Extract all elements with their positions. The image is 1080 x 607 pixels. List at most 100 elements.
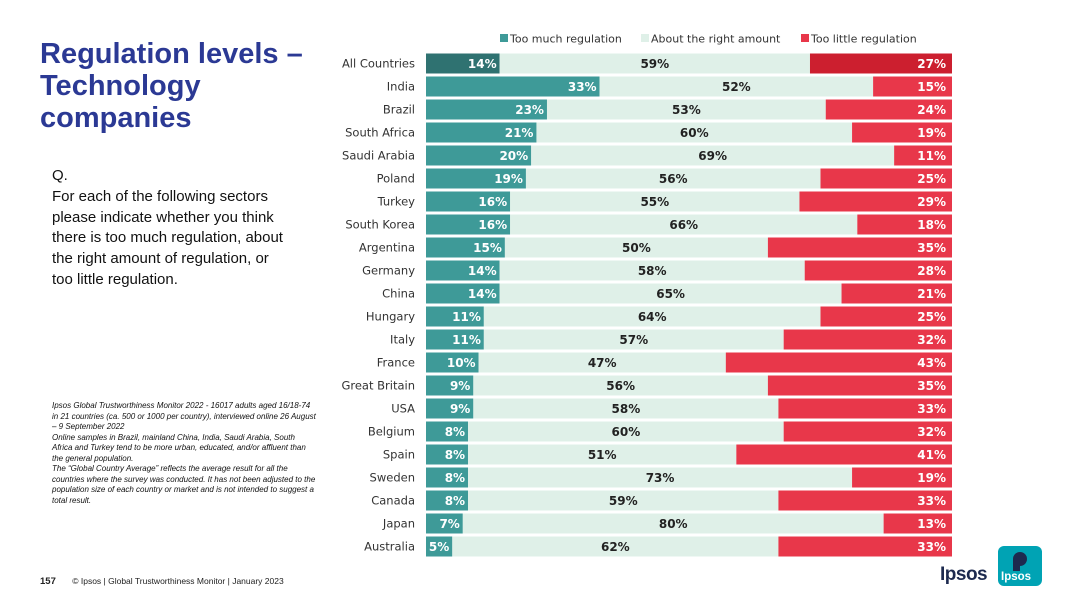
value-label-too-little-saudi-arabia: 11%: [917, 149, 946, 163]
category-label-saudi-arabia: Saudi Arabia: [342, 149, 415, 163]
bar-too-little-australia: [778, 536, 952, 557]
value-label-too-much-great-britain: 9%: [450, 379, 470, 393]
category-label-belgium: Belgium: [368, 425, 415, 439]
bar-about-right-argentina: [504, 237, 768, 258]
question-text: For each of the following sectors please…: [52, 187, 283, 288]
legend-label-too-little: Too little regulation: [810, 33, 917, 46]
value-label-about-right-germany: 58%: [638, 264, 667, 278]
bar-too-much-saudi-arabia: [426, 145, 532, 166]
bar-too-little-great-britain: [767, 375, 952, 396]
category-label-hungary: Hungary: [366, 310, 415, 324]
bar-too-little-china: [841, 283, 952, 304]
value-label-too-little-great-britain: 35%: [917, 379, 946, 393]
bar-about-right-hungary: [483, 306, 821, 327]
bar-too-much-canada: [426, 490, 469, 511]
value-label-about-right-great-britain: 56%: [606, 379, 635, 393]
value-label-too-much-france: 10%: [447, 356, 476, 370]
bar-about-right-italy: [483, 329, 784, 350]
value-label-too-little-south-korea: 18%: [917, 218, 946, 232]
category-label-south-korea: South Korea: [345, 218, 415, 232]
legend-swatch-too-little: [801, 34, 809, 42]
value-label-too-much-brazil: 23%: [515, 103, 544, 117]
category-label-canada: Canada: [371, 494, 415, 508]
value-label-about-right-south-africa: 60%: [680, 126, 709, 140]
bar-too-little-argentina: [767, 237, 952, 258]
question-prefix: Q.: [52, 167, 68, 184]
bar-about-right-poland: [525, 168, 821, 189]
bar-about-right-saudi-arabia: [531, 145, 895, 166]
bar-about-right-india: [599, 76, 874, 97]
bar-about-right-china: [499, 283, 842, 304]
category-label-usa: USA: [391, 402, 415, 416]
bar-too-much-india: [426, 76, 600, 97]
bar-too-much-italy: [426, 329, 484, 350]
value-label-about-right-canada: 59%: [609, 494, 638, 508]
value-label-too-much-hungary: 11%: [452, 310, 481, 324]
note-country-average: The “Global Country Average” reflects th…: [52, 464, 316, 505]
legend-label-too-much: Too much regulation: [509, 33, 622, 46]
bar-about-right-belgium: [468, 421, 784, 442]
bar-too-much-spain: [426, 444, 469, 465]
value-label-too-much-poland: 19%: [494, 172, 523, 186]
bar-about-right-sweden: [468, 467, 853, 488]
bar-too-little-south-korea: [857, 214, 952, 235]
footer: 157 © Ipsos | Global Trustworthiness Mon…: [40, 576, 284, 587]
bar-too-little-japan: [883, 513, 952, 534]
bar-too-little-india: [873, 76, 952, 97]
value-label-too-little-all-countries: 27%: [917, 57, 946, 71]
value-label-about-right-spain: 51%: [588, 448, 617, 462]
value-label-about-right-china: 65%: [656, 287, 685, 301]
bar-too-little-brazil: [825, 99, 952, 120]
category-label-japan: Japan: [382, 517, 415, 531]
value-label-about-right-turkey: 55%: [640, 195, 669, 209]
note-sample: Ipsos Global Trustworthiness Monitor 202…: [52, 401, 316, 431]
question-block: Q. For each of the following sectors ple…: [52, 166, 292, 291]
value-label-too-much-south-korea: 16%: [478, 218, 507, 232]
value-label-too-much-turkey: 16%: [478, 195, 507, 209]
value-label-too-much-belgium: 8%: [445, 425, 465, 439]
category-label-india: India: [387, 80, 415, 94]
value-label-about-right-france: 47%: [588, 356, 617, 370]
value-label-too-much-all-countries: 14%: [468, 57, 497, 71]
value-label-too-little-germany: 28%: [917, 264, 946, 278]
value-label-too-much-usa: 9%: [450, 402, 470, 416]
value-label-too-little-china: 21%: [917, 287, 946, 301]
bar-too-little-saudi-arabia: [894, 145, 952, 166]
bar-about-right-south-africa: [536, 122, 853, 143]
note-online-samples: Online samples in Brazil, mainland China…: [52, 432, 306, 463]
ipsos-logo-icon: Ipsos: [998, 546, 1042, 586]
bar-too-little-spain: [736, 444, 952, 465]
value-label-too-much-argentina: 15%: [473, 241, 502, 255]
bar-too-much-hungary: [426, 306, 484, 327]
bar-too-little-poland: [820, 168, 952, 189]
value-label-about-right-south-korea: 66%: [669, 218, 698, 232]
value-label-too-much-canada: 8%: [445, 494, 465, 508]
category-label-australia: Australia: [364, 540, 415, 554]
value-label-too-much-china: 14%: [468, 287, 497, 301]
category-label-brazil: Brazil: [383, 103, 415, 117]
bar-too-little-italy: [783, 329, 952, 350]
value-label-too-much-japan: 7%: [439, 517, 459, 531]
bar-too-much-belgium: [426, 421, 469, 442]
value-label-too-much-spain: 8%: [445, 448, 465, 462]
value-label-about-right-usa: 58%: [612, 402, 641, 416]
value-label-too-much-australia: 5%: [429, 540, 449, 554]
bar-about-right-brazil: [546, 99, 826, 120]
ipsos-badge-shape: [1013, 552, 1027, 571]
value-label-about-right-all-countries: 59%: [640, 57, 669, 71]
bar-too-little-sweden: [852, 467, 952, 488]
value-label-too-little-spain: 41%: [917, 448, 946, 462]
bar-too-much-usa: [426, 398, 474, 419]
bar-too-much-france: [426, 352, 479, 373]
bar-too-much-germany: [426, 260, 500, 281]
bar-too-much-australia: [426, 536, 453, 557]
bar-too-little-france: [725, 352, 952, 373]
bar-too-little-canada: [778, 490, 952, 511]
category-label-south-africa: South Africa: [345, 126, 415, 140]
category-label-spain: Spain: [383, 448, 415, 462]
category-label-china: China: [382, 287, 415, 301]
bar-too-much-south-korea: [426, 214, 511, 235]
value-label-about-right-japan: 80%: [659, 517, 688, 531]
bar-too-little-hungary: [820, 306, 952, 327]
